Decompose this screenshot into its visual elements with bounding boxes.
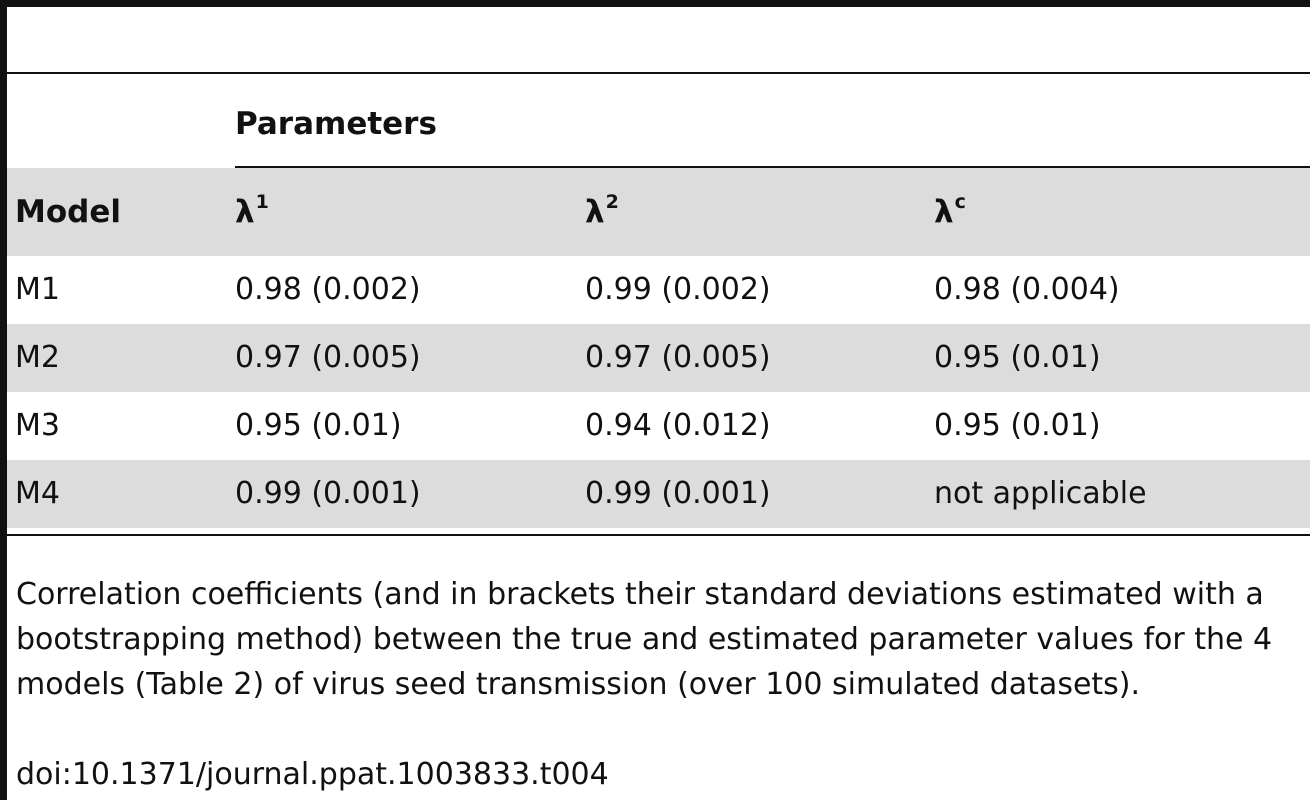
table-row: M4 0.99 (0.001) 0.99 (0.001) not applica… [7,460,1310,528]
top-border-rule [0,0,1310,7]
table-top-rule [7,72,1310,74]
cell-lambda-1: 0.98 (0.002) [235,272,421,307]
parameters-group-header: Parameters [235,106,437,142]
cell-lambda-2: 0.99 (0.001) [585,476,771,511]
cell-lambda-1: 0.99 (0.001) [235,476,421,511]
left-border-rule [0,0,7,800]
column-header-lambda-2: λ2 [585,191,619,230]
cell-model: M3 [15,408,60,443]
cell-lambda-c: 0.95 (0.01) [934,408,1101,443]
cell-lambda-2: 0.99 (0.002) [585,272,771,307]
table-caption: Correlation coefficients (and in bracket… [16,577,1273,702]
table-row: M3 0.95 (0.01) 0.94 (0.012) 0.95 (0.01) [7,392,1310,460]
column-header-model: Model [15,194,121,230]
cell-lambda-1: 0.95 (0.01) [235,408,402,443]
cell-model: M2 [15,340,60,375]
cell-lambda-2: 0.94 (0.012) [585,408,771,443]
column-header-lambda-1: λ1 [235,191,269,230]
cell-lambda-1: 0.97 (0.005) [235,340,421,375]
table-row: M1 0.98 (0.002) 0.99 (0.002) 0.98 (0.004… [7,256,1310,324]
group-header-row: Parameters [7,74,1310,168]
cell-model: M1 [15,272,60,307]
group-header-rule [235,166,1310,168]
cell-model: M4 [15,476,60,511]
column-header-lambda-c: λc [934,191,966,230]
column-header-row: Model λ1 λ2 λc [7,168,1310,256]
cell-lambda-2: 0.97 (0.005) [585,340,771,375]
cell-lambda-c: 0.98 (0.004) [934,272,1120,307]
table-bottom-rule [7,534,1310,536]
table-row: M2 0.97 (0.005) 0.97 (0.005) 0.95 (0.01) [7,324,1310,392]
doi-link[interactable]: doi:10.1371/journal.ppat.1003833.t004 [16,757,609,792]
cell-lambda-c: not applicable [934,476,1147,511]
cell-lambda-c: 0.95 (0.01) [934,340,1101,375]
